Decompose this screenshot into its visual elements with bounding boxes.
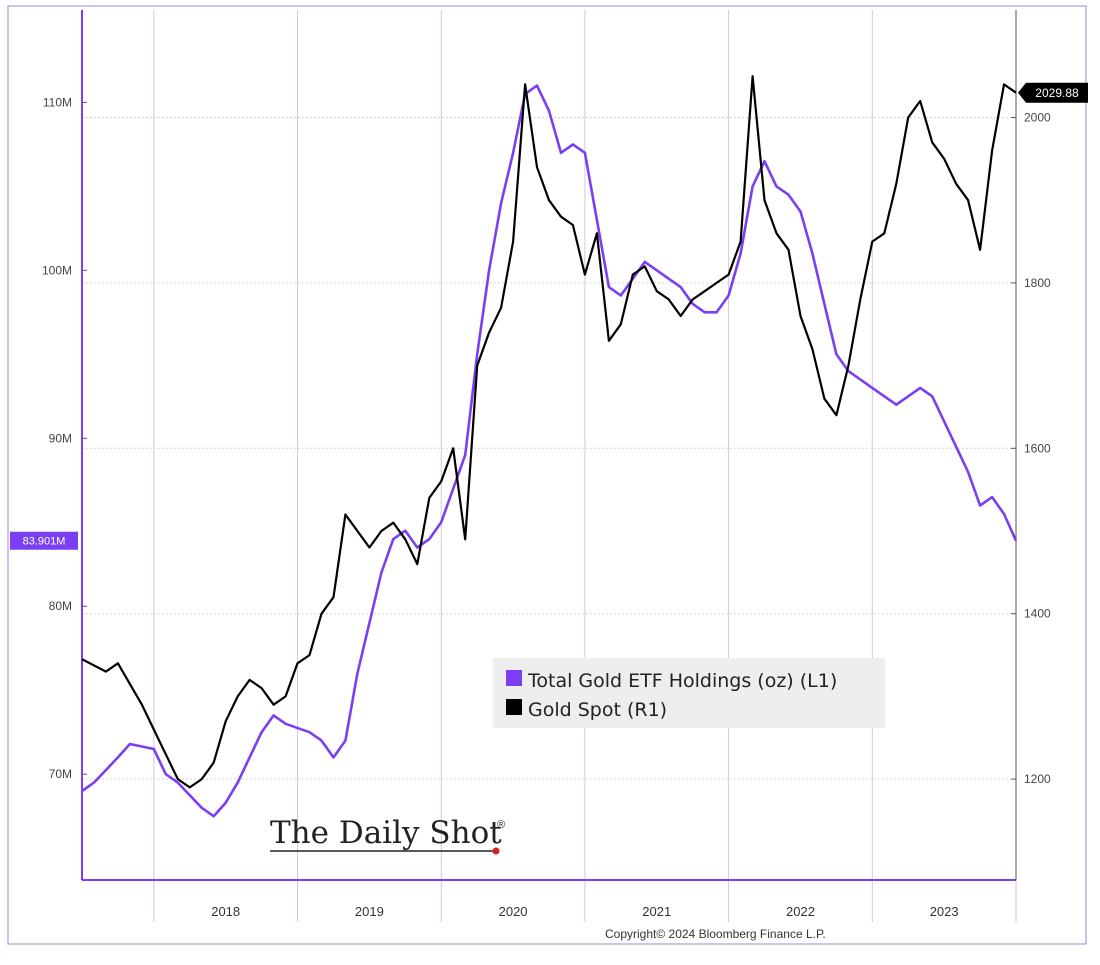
axis-layer [81,10,1017,881]
right-tick-label: 1400 [1024,607,1051,621]
x-tick-label: 2021 [642,904,671,919]
gold-spot-last-value-tag [1018,82,1088,103]
right-tick-label: 2000 [1024,111,1051,125]
gold-spot-last-value-label: 2029.88 [1035,86,1079,100]
series-line-etf-holdings [81,84,1018,818]
legend: Total Gold ETF Holdings (oz) (L1) Gold S… [493,658,885,728]
x-tick-label: 2023 [930,904,959,919]
watermark-dot [492,847,500,855]
ticks-layer: 70M 80M 90M 100M 110M 1200 1400 1600 1800 2000 201… [42,95,1051,919]
series-layer [81,75,1018,818]
x-tick-label: 2019 [355,904,384,919]
etf-last-value-label: 83.901M [23,536,66,548]
plot-area [82,10,1016,880]
left-tick-label: 80M [49,599,72,613]
etf-last-value-tag [10,531,78,550]
legend-swatch-etf [506,670,522,686]
legend-swatch-gold-spot [506,699,522,715]
watermark: The Daily Shot ® [270,815,505,855]
legend-box [493,658,885,728]
watermark-registered-mark: ® [497,819,505,831]
left-tick-label: 70M [49,767,72,781]
legend-label-etf: Total Gold ETF Holdings (oz) (L1) [527,670,837,692]
left-tick-label: 90M [49,431,72,445]
right-tick-label: 1600 [1024,441,1051,455]
watermark-text: The Daily Shot [270,815,502,851]
outer-frame [7,5,1087,945]
tags-layer: 83.901M 2029.88 [10,82,1088,550]
x-tick-label: 2022 [786,904,815,919]
x-tick-label: 2018 [211,904,240,919]
copyright-text: Copyright© 2024 Bloomberg Finance L.P. [605,927,826,941]
legend-label-gold-spot: Gold Spot (R1) [528,699,667,721]
series-line-gold-spot [81,75,1017,789]
x-tick-label: 2020 [499,904,528,919]
left-tick-label: 110M [43,95,72,109]
right-tick-label: 1800 [1024,276,1051,290]
left-tick-label: 100M [42,263,72,277]
right-tick-label: 1200 [1024,772,1051,786]
